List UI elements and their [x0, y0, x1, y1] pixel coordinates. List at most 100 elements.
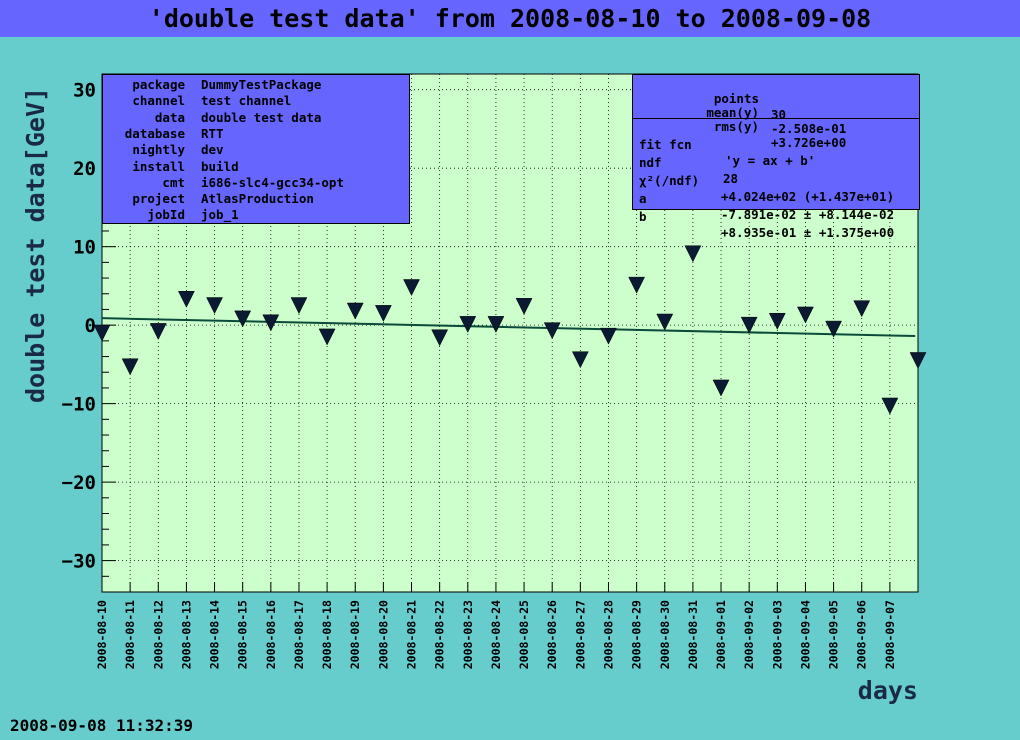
x-tick-label: 2008-09-03: [770, 600, 784, 669]
x-tick-label: 2008-08-26: [545, 600, 559, 669]
stats-rms-value: +3.726e+00: [771, 135, 847, 150]
info-key: cmt: [162, 174, 185, 190]
data-point: [600, 327, 617, 345]
y-tick-label: −20: [62, 472, 96, 494]
info-value: DummyTestPackage: [201, 77, 322, 92]
info-value: dev: [201, 142, 224, 158]
data-point: [825, 320, 842, 338]
stats-mean-label: mean(y): [706, 105, 759, 120]
x-tick-label: 2008-08-30: [658, 600, 672, 669]
data-point: [290, 297, 308, 315]
stats-divider: [633, 118, 919, 119]
info-row-database: database RTT: [103, 126, 409, 142]
stats-a-value: -7.891e-02 ± +8.144e-02: [721, 207, 895, 222]
x-tick-label: 2008-08-19: [348, 600, 362, 669]
info-row-nightly: nightly dev: [103, 142, 409, 158]
data-point: [712, 379, 730, 397]
data-point: [262, 314, 280, 332]
data-point: [853, 300, 871, 318]
stats-fit-label: fit fcn: [639, 137, 692, 152]
stats-box: points 30 mean(y) -2.508e-01 rms(y) +3.7…: [632, 74, 920, 240]
x-tick-label: 2008-09-04: [798, 600, 812, 669]
x-tick-label: 2008-08-24: [489, 600, 503, 669]
info-value: double test data: [201, 109, 322, 125]
stats-rms-label: rms(y): [713, 119, 759, 134]
data-point: [628, 276, 646, 294]
stats-b-label: b: [639, 209, 647, 224]
data-point: [740, 316, 758, 334]
x-tick-label: 2008-08-28: [601, 600, 615, 669]
info-key: channel: [132, 93, 185, 109]
info-value: build: [201, 158, 239, 174]
stats-chi2-value: +4.024e+02 (+1.437e+01): [721, 189, 895, 204]
y-tick-label: −10: [62, 394, 96, 416]
fit-line: [101, 317, 916, 338]
stats-chi2-label: χ²(/ndf): [639, 173, 700, 188]
info-row-data: data double test data: [103, 110, 409, 126]
data-point: [656, 313, 674, 331]
info-value: i686-slc4-gcc34-opt: [201, 174, 344, 190]
data-point: [178, 291, 195, 308]
data-point: [797, 306, 814, 324]
info-row-channel: channel test channel: [103, 93, 409, 109]
x-tick-label: 2008-08-15: [236, 600, 250, 669]
info-key: install: [132, 158, 185, 174]
data-point: [206, 297, 223, 315]
data-point: [909, 352, 927, 370]
info-value: job_1: [201, 207, 239, 223]
info-value: AtlasProduction: [201, 191, 314, 207]
stats-a-row: a -7.891e-02 ± +8.144e-02: [633, 175, 919, 222]
data-point: [234, 310, 252, 328]
y-tick-label: 0: [85, 315, 96, 337]
info-value: RTT: [201, 125, 224, 141]
x-tick-label: 2008-08-16: [264, 600, 278, 669]
stats-mean-value: -2.508e-01: [771, 121, 847, 136]
info-row-project: project AtlasProduction: [103, 191, 409, 207]
data-point: [881, 397, 899, 415]
stats-rms-row: rms(y) +3.726e+00: [633, 103, 919, 150]
data-point: [543, 322, 561, 340]
info-key: package: [132, 77, 185, 92]
data-point: [684, 245, 702, 263]
x-tick-label: 2008-08-22: [433, 600, 447, 669]
data-point: [93, 324, 111, 342]
info-key: database: [124, 125, 185, 141]
x-tick-label: 2008-08-29: [630, 600, 644, 669]
x-tick-label: 2008-08-31: [686, 600, 700, 669]
x-axis-label: days: [858, 676, 918, 705]
y-tick-label: −30: [62, 551, 96, 573]
x-tick-label: 2008-09-06: [855, 600, 869, 669]
info-key: data: [154, 109, 185, 125]
x-tick-label: 2008-08-21: [405, 600, 419, 669]
info-box: package DummyTestPackage channel test chann…: [102, 74, 410, 224]
y-tick-label: 20: [73, 158, 96, 180]
x-tick-label: 2008-09-07: [883, 600, 897, 669]
x-tick-label: 2008-08-27: [573, 600, 587, 669]
data-point: [121, 358, 139, 376]
info-value: test channel: [201, 93, 292, 109]
y-axis-label: double test data[GeV]: [21, 87, 50, 403]
data-point: [149, 323, 167, 340]
data-point: [487, 316, 505, 333]
x-tick-label: 2008-09-05: [827, 600, 841, 669]
x-tick-label: 2008-08-17: [292, 600, 306, 669]
info-key: nightly: [132, 142, 185, 158]
x-tick-label: 2008-08-12: [151, 600, 165, 669]
stats-chi2-row: χ²(/ndf) +4.024e+02 (+1.437e+01): [633, 157, 919, 204]
data-point: [374, 305, 392, 322]
x-tick-label: 2008-08-10: [95, 600, 109, 669]
info-key: project: [132, 191, 185, 207]
info-key: jobId: [147, 207, 185, 223]
data-point: [431, 329, 449, 347]
y-tick-label: 30: [73, 80, 96, 102]
x-tick-label: 2008-09-01: [714, 600, 728, 669]
x-tick-label: 2008-08-18: [320, 600, 334, 669]
stats-fit-row: fit fcn 'y = ax + b': [633, 121, 919, 168]
data-point: [346, 302, 364, 320]
data-point: [403, 279, 420, 297]
x-tick-label: 2008-08-14: [208, 600, 222, 669]
info-row-package: package DummyTestPackage: [103, 77, 409, 93]
data-point: [459, 316, 477, 333]
stats-points-label: points: [713, 91, 759, 106]
stats-ndf-label: ndf: [639, 155, 662, 170]
